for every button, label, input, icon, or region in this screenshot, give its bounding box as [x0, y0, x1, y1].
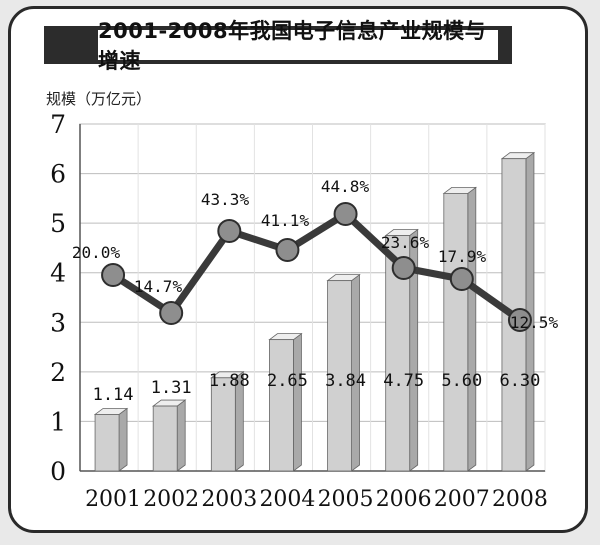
growth-marker-2004: [275, 238, 300, 262]
y-axis-label: 规模（万亿元）: [46, 90, 151, 108]
bar-value-label: 1.31: [151, 378, 192, 398]
bar-front: [327, 280, 352, 472]
y-tick-label: 6: [50, 160, 66, 189]
bar-side: [293, 332, 302, 472]
growth-value-label: 41.1%: [261, 211, 310, 230]
bar-value-label: 2.65: [267, 371, 308, 391]
growth-value-label: 43.3%: [201, 190, 250, 209]
bar-value-label: 4.75: [383, 371, 424, 391]
bar-front: [94, 414, 120, 472]
x-tick-label: 2002: [143, 487, 199, 512]
x-tick-label: 2006: [376, 487, 432, 512]
y-tick-label: 1: [50, 407, 66, 436]
growth-marker-2003: [217, 219, 242, 243]
x-tick-label: 2005: [318, 487, 374, 512]
growth-marker-2007: [449, 267, 474, 291]
bar-value-label: 6.30: [499, 371, 540, 391]
bar-value-label: 3.84: [325, 371, 366, 391]
bar-2004: [268, 332, 303, 472]
y-tick-label: 3: [50, 308, 66, 337]
bar-2002: [151, 399, 187, 472]
growth-marker-2001: [101, 263, 126, 287]
bar-front: [210, 377, 236, 472]
x-tick-label: 2001: [85, 487, 141, 512]
bar-2005: [326, 273, 361, 472]
x-tick-label: 2008: [492, 487, 548, 512]
y-tick-label: 7: [50, 110, 66, 139]
growth-value-label: 17.9%: [438, 247, 487, 266]
bar-side: [118, 407, 128, 472]
x-tick-label: 2007: [434, 487, 490, 512]
bar-value-label: 5.60: [441, 371, 482, 391]
bar-value-label: 1.14: [93, 385, 134, 405]
bar-2001: [93, 407, 129, 472]
y-tick-label: 5: [50, 209, 66, 238]
bar-front: [269, 339, 294, 472]
growth-marker-2008: [507, 308, 532, 332]
growth-marker-2005: [333, 202, 358, 226]
y-tick-label: 4: [50, 259, 66, 288]
x-tick-label: 2003: [201, 487, 257, 512]
growth-value-label: 14.7%: [134, 277, 183, 296]
bar-2007: [442, 186, 478, 472]
growth-marker-2002: [159, 301, 184, 325]
growth-marker-2006: [391, 256, 416, 280]
growth-value-label: 23.6%: [381, 233, 430, 252]
y-tick-label: 2: [50, 358, 66, 387]
x-tick-label: 2004: [259, 487, 315, 512]
bar-front: [152, 405, 178, 472]
bar-2003: [210, 371, 245, 472]
y-tick-label: 0: [50, 457, 66, 486]
bar-value-label: 1.88: [209, 371, 250, 391]
bar-side: [467, 186, 477, 472]
growth-value-label: 20.0%: [72, 243, 121, 262]
bar-front: [443, 192, 469, 472]
bar-side: [176, 399, 186, 472]
growth-value-label: 12.5%: [510, 313, 559, 332]
growth-value-label: 44.8%: [321, 177, 370, 196]
